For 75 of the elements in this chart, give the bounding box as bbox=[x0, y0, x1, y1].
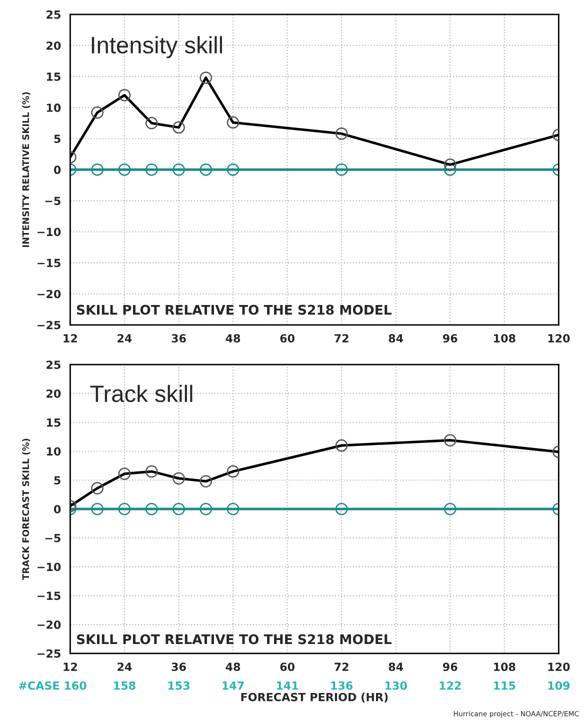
text: 130 bbox=[386, 681, 407, 690]
y-tick-label: 10 bbox=[46, 447, 61, 456]
y-tick-label: 25 bbox=[46, 360, 60, 369]
x-tick-label: 108 bbox=[494, 334, 516, 343]
annotation: SKILL PLOT RELATIVE TO THE S218 MODEL bbox=[77, 304, 392, 315]
y-tick-label: 20 bbox=[46, 389, 61, 398]
y-tick-label: −10 bbox=[38, 228, 61, 236]
y-tick-label: −15 bbox=[38, 592, 60, 600]
point bbox=[118, 502, 131, 516]
point bbox=[200, 502, 212, 516]
y-tick-label: −10 bbox=[38, 562, 61, 572]
x-tick-label: 120 bbox=[548, 662, 570, 672]
y-tick-label: −5 bbox=[45, 196, 60, 206]
y-tick-label: −25 bbox=[38, 649, 60, 658]
text: Track skill bbox=[90, 384, 192, 402]
y-tick-label: 0 bbox=[54, 166, 61, 174]
y-axis-title: INTENSITY RELATIVE SKILL (%) bbox=[22, 92, 30, 247]
text: 109 bbox=[548, 681, 570, 690]
point bbox=[91, 163, 104, 176]
y-tick-label: −5 bbox=[45, 534, 60, 542]
y-axis-title: TRACK FORECAST SKILL (%) bbox=[22, 438, 30, 580]
text: 136 bbox=[331, 681, 353, 690]
y-tick-label: −20 bbox=[38, 290, 61, 298]
y-tick-label: −15 bbox=[38, 258, 60, 268]
y-tick-label: 5 bbox=[54, 476, 60, 485]
x-tick-label: 84 bbox=[388, 334, 404, 343]
text: #CASE 160 bbox=[18, 681, 86, 690]
text: 122 bbox=[440, 681, 461, 690]
y-tick-label: 15 bbox=[46, 72, 60, 81]
x-tick-label: 84 bbox=[388, 662, 404, 672]
point bbox=[172, 502, 185, 516]
x-tick-label: 48 bbox=[226, 662, 240, 672]
text: 141 bbox=[276, 682, 298, 690]
point bbox=[145, 502, 158, 516]
x-tick-label: 36 bbox=[172, 662, 186, 672]
x-tick-label: 36 bbox=[172, 334, 186, 343]
x-tick-label: 12 bbox=[64, 662, 77, 671]
x-tick-label: 24 bbox=[118, 334, 132, 342]
y-tick-label: 0 bbox=[54, 504, 61, 514]
x-tick-label: 72 bbox=[334, 662, 348, 671]
point bbox=[444, 502, 456, 516]
text: Intensity skill bbox=[92, 36, 222, 58]
point bbox=[91, 502, 104, 516]
text: 115 bbox=[494, 682, 516, 690]
point bbox=[200, 163, 212, 176]
x-tick-label: 72 bbox=[334, 334, 348, 342]
y-tick-label: −25 bbox=[38, 320, 60, 330]
x-tick-label: 24 bbox=[118, 662, 132, 671]
y-tick-label: 25 bbox=[46, 10, 60, 19]
point bbox=[444, 163, 456, 176]
y-tick-label: 10 bbox=[46, 104, 61, 112]
annotation: SKILL PLOT RELATIVE TO THE S218 MODEL bbox=[77, 634, 392, 644]
y-tick-label: 15 bbox=[46, 418, 60, 427]
point bbox=[118, 163, 131, 176]
point bbox=[145, 163, 158, 176]
y-tick-label: 20 bbox=[46, 41, 61, 50]
x-tick-label: 12 bbox=[64, 334, 77, 342]
x-tick-label: 120 bbox=[548, 334, 570, 343]
point bbox=[335, 163, 348, 176]
point bbox=[226, 163, 240, 176]
point bbox=[335, 502, 348, 516]
text: 147 bbox=[222, 682, 244, 690]
x-tick-label: 108 bbox=[494, 662, 516, 672]
point bbox=[226, 502, 240, 516]
y-tick-label: 5 bbox=[54, 134, 60, 144]
point bbox=[172, 163, 185, 176]
x-tick-label: 60 bbox=[280, 334, 294, 343]
x-axis-title: FORECAST PERIOD (HR) bbox=[241, 692, 388, 703]
text: 158 bbox=[114, 681, 136, 690]
x-tick-label: 48 bbox=[226, 334, 240, 343]
x-tick-label: 96 bbox=[442, 662, 458, 672]
x-tick-label: 96 bbox=[442, 334, 458, 343]
y-tick-label: −20 bbox=[38, 620, 61, 629]
x-tick-label: 60 bbox=[280, 662, 294, 672]
text: 153 bbox=[168, 681, 190, 690]
